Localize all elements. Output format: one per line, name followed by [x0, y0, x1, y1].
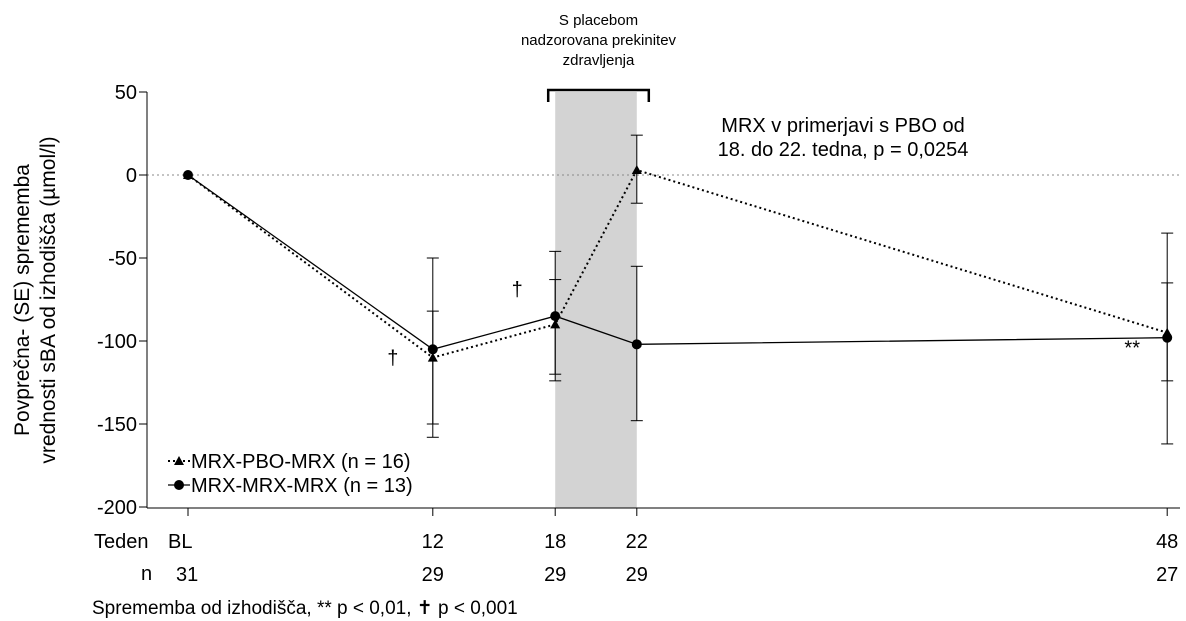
y-tick-label: -200: [97, 497, 137, 519]
n-value: 29: [422, 564, 444, 586]
placebo-label-line: nadzorovana prekinitev: [521, 32, 677, 49]
y-axis-title-line: vrednosti sBA od izhodišča (µmol/l): [37, 136, 60, 463]
placebo-label-line: S placebom: [559, 12, 638, 29]
data-point: [550, 311, 561, 322]
significance-marker: **: [1124, 338, 1140, 360]
x-tick-label: 22: [626, 531, 648, 553]
significance-marker: †: [387, 347, 398, 369]
footnote: Sprememba od izhodišča, ** p < 0,01, ✝ p…: [92, 598, 518, 619]
data-point: [427, 344, 438, 355]
placebo-bracket: [546, 88, 651, 102]
data-point: [631, 339, 642, 350]
comparison-text-line: MRX v primerjavi s PBO od: [721, 115, 964, 137]
series-layer: [183, 134, 1174, 445]
data-point: [183, 170, 193, 180]
data-point: [631, 165, 642, 175]
x-row-label-teden: Teden: [94, 531, 149, 553]
legend-marker: [174, 456, 184, 465]
y-tick-label: -50: [108, 248, 137, 270]
legend-label: MRX-MRX-MRX (n = 13): [191, 475, 413, 497]
data-point: [1162, 332, 1173, 343]
y-tick-label: -100: [97, 331, 137, 353]
axes-layer: 50 0 -50 -100 -150 -200 Povprečna- (SE) spreme…: [11, 82, 1180, 519]
placebo-shaded-region: [555, 92, 637, 508]
shaded-region-layer: S placebom nadzorovana prekinitev zdravlje…: [521, 12, 677, 508]
legend-label: MRX-PBO-MRX (n = 16): [191, 451, 410, 473]
legend-marker: [174, 480, 184, 490]
comparison-text-line: 18. do 22. tedna, p = 0,0254: [718, 139, 969, 161]
y-tick-label: 50: [115, 82, 137, 104]
series-line: [187, 168, 1168, 359]
legend: MRX-PBO-MRX (n = 16)MRX-MRX-MRX (n = 13): [168, 451, 413, 497]
legend-entry: MRX-PBO-MRX (n = 16): [168, 451, 410, 473]
y-tick-label: -150: [97, 414, 137, 436]
significance-marker: †: [512, 279, 523, 301]
x-tick-label: 48: [1156, 531, 1178, 553]
n-value: 27: [1156, 564, 1178, 586]
n-value: 29: [544, 564, 566, 586]
series-line: [187, 174, 1168, 351]
x-tick-label: BL: [168, 531, 192, 553]
x-row-label-n: n: [141, 563, 152, 585]
y-axis-title-line: Povprečna- (SE) sprememba: [11, 164, 34, 436]
x-tick-label: 12: [422, 531, 444, 553]
placebo-label-line: zdravljenja: [563, 52, 635, 69]
x-table-layer: Teden n BL 31 12 29 18 29 22 29 48 27 Sprememba od i…: [92, 531, 1178, 619]
x-tick-label: 18: [544, 531, 566, 553]
legend-entry: MRX-MRX-MRX (n = 13): [168, 475, 413, 497]
y-tick-label: 0: [126, 165, 137, 187]
series-mrx-mrx-mrx: [183, 170, 1174, 425]
series-mrx-pbo-mrx: [183, 134, 1174, 445]
n-value: 29: [626, 564, 648, 586]
n-value: 31: [176, 564, 198, 586]
